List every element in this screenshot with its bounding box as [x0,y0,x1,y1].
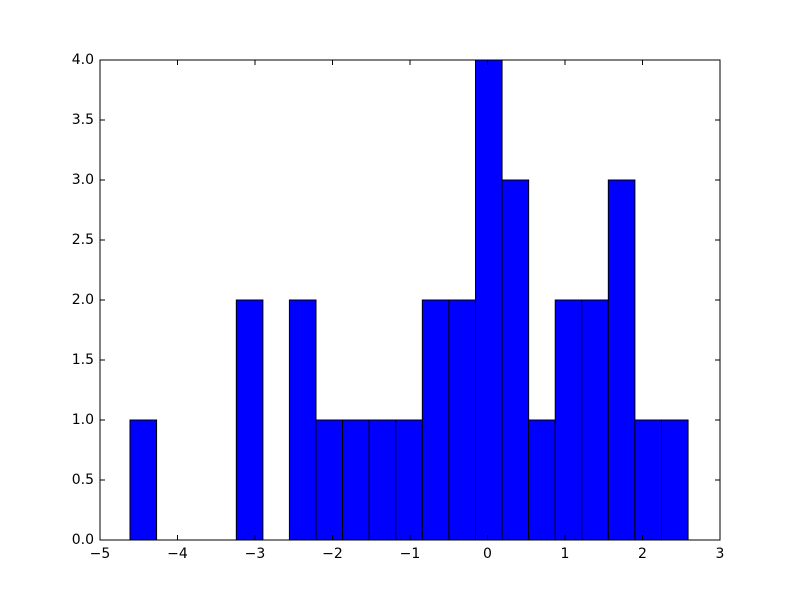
y-tick-label: 2.5 [72,232,94,248]
x-tick-label: −5 [90,546,111,562]
x-tick-label: 2 [638,546,647,562]
x-tick-label: −4 [167,546,188,562]
y-tick-label: 1.0 [72,412,94,428]
x-tick-label: 0 [483,546,492,562]
x-tick-label: −3 [245,546,266,562]
bar [368,419,397,541]
bar [288,299,317,541]
bar [315,419,344,541]
bar [129,419,158,541]
x-tick-label: 3 [716,546,725,562]
y-tick-label: 0.5 [72,472,94,488]
bar [660,419,689,541]
bar [581,299,609,541]
bar [634,419,662,541]
y-tick-label: 1.5 [72,352,94,368]
y-tick-label: 3.5 [72,112,94,128]
bar [528,419,556,541]
x-tick-label: 1 [561,546,570,562]
y-tick-label: 0.0 [72,532,94,548]
bar [554,299,583,541]
bar [342,419,370,541]
bar [501,179,530,541]
bar [448,299,476,541]
bar [235,299,264,541]
y-tick-label: 2.0 [72,292,94,308]
bar [421,299,450,541]
bar [474,59,503,541]
y-tick-label: 4.0 [72,52,94,68]
bar [607,179,636,541]
bar [395,419,423,541]
x-tick-label: −1 [400,546,421,562]
x-tick-label: −2 [322,546,343,562]
y-tick-label: 3.0 [72,172,94,188]
